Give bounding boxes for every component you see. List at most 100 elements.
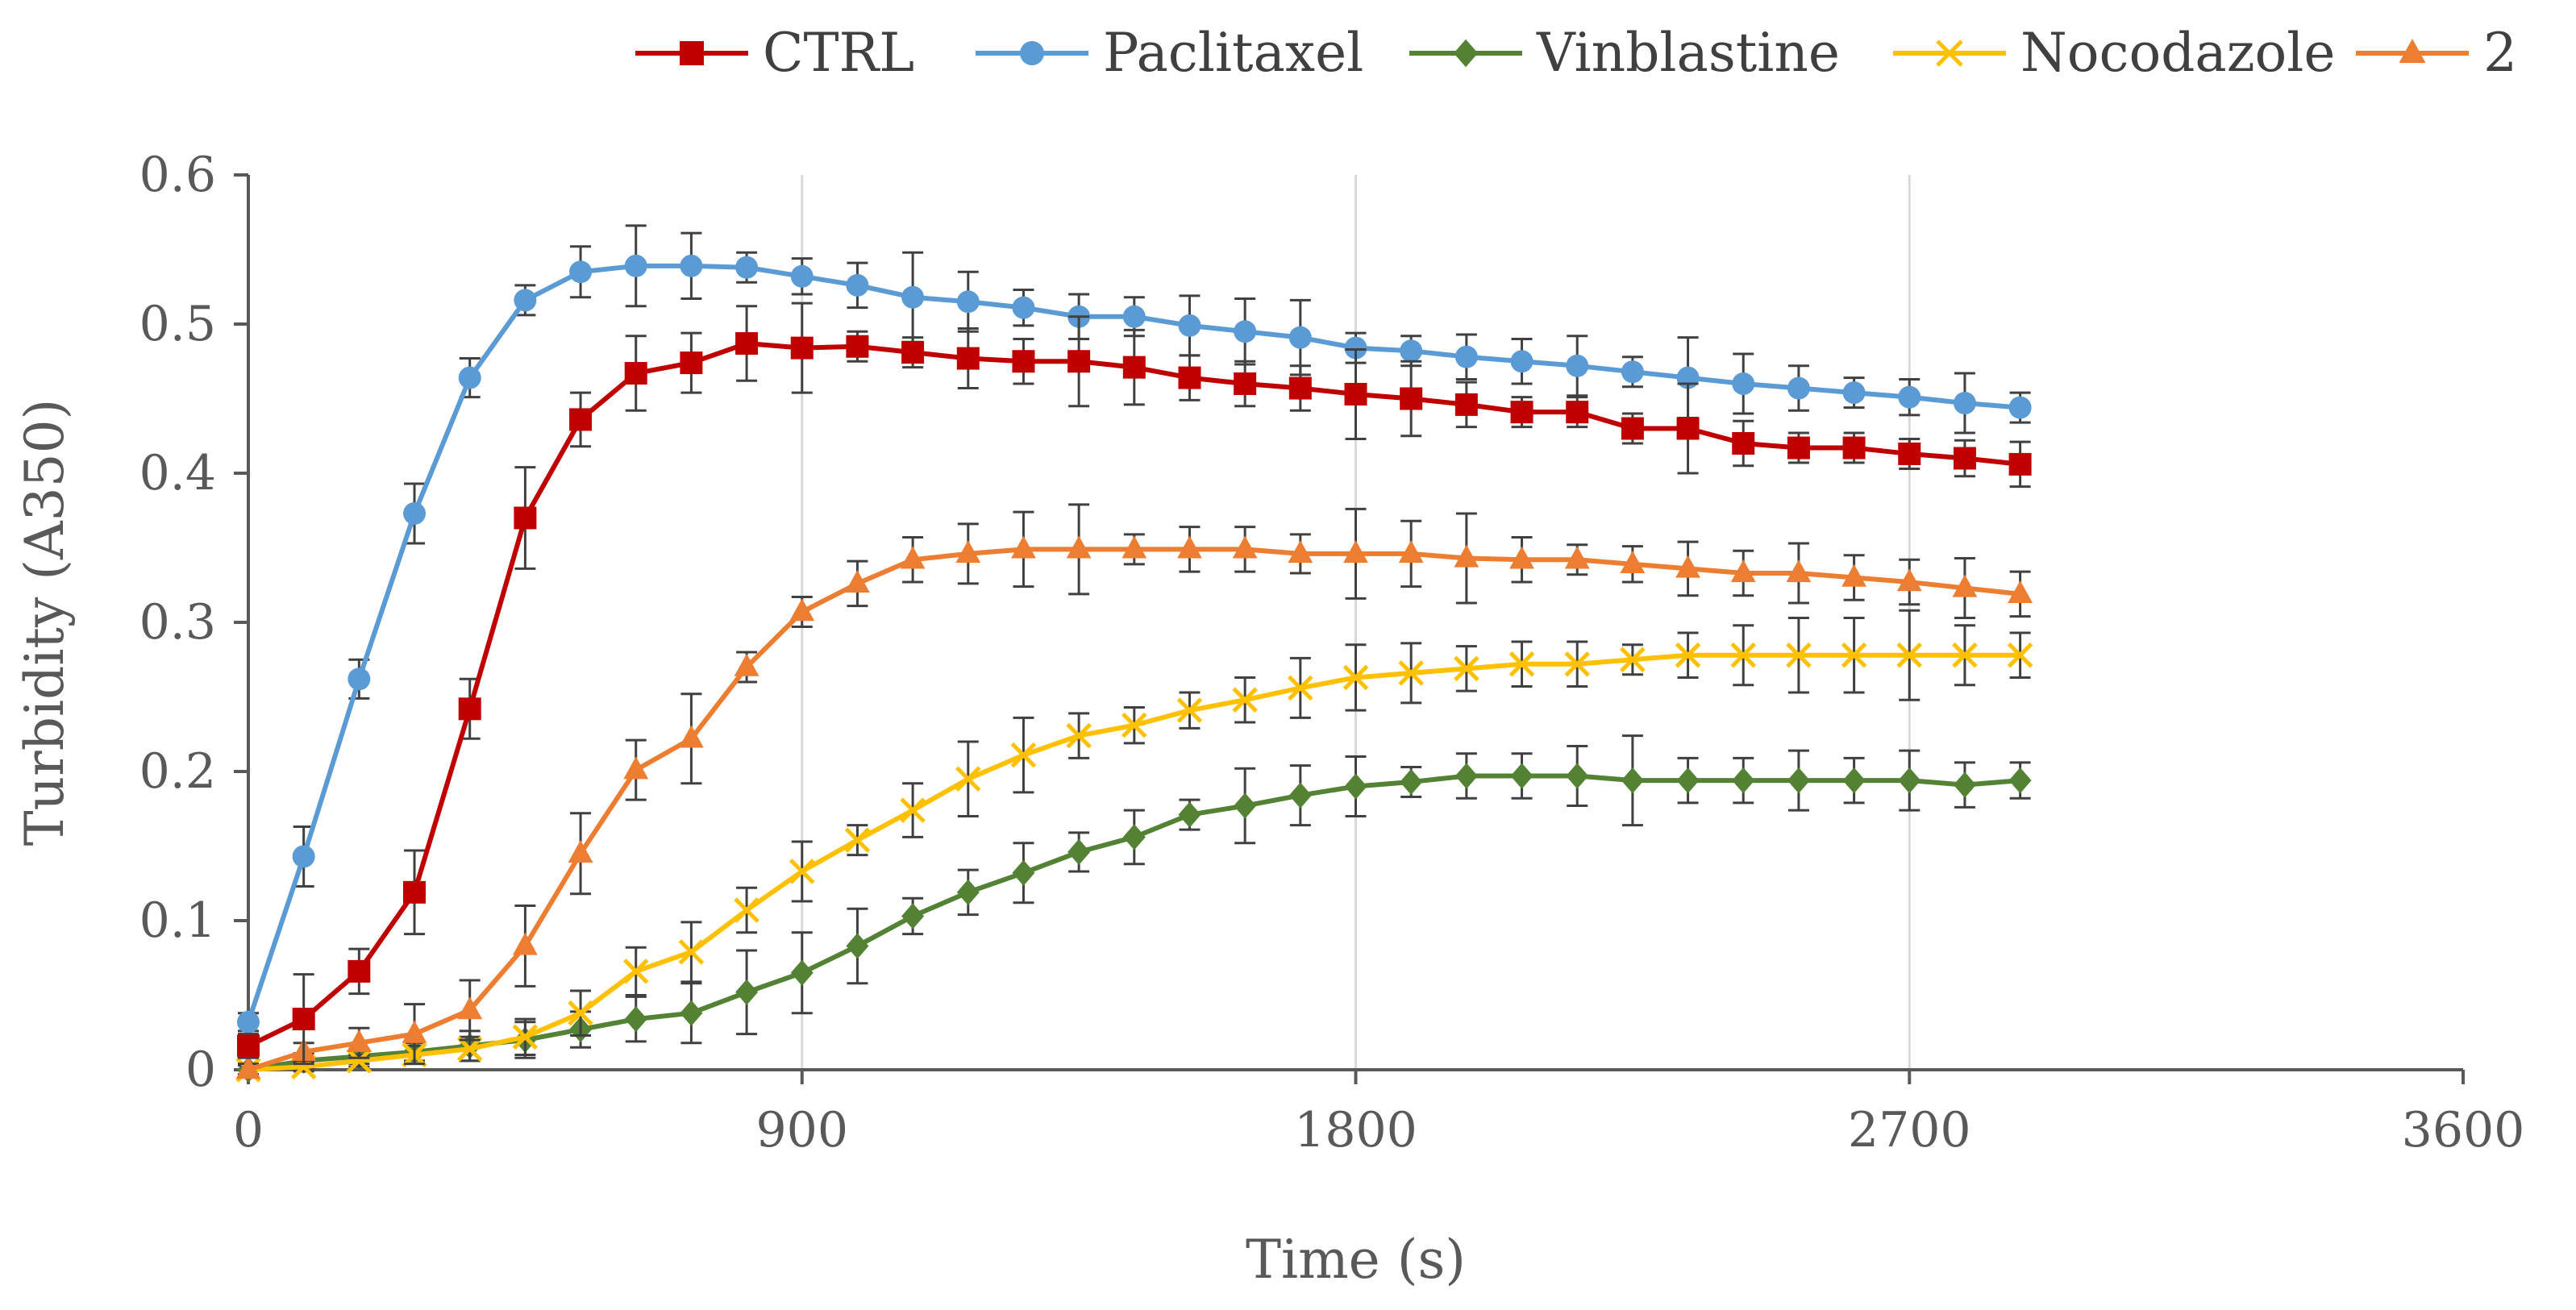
legend-label: 2	[2483, 22, 2517, 84]
series-paclitaxel	[237, 224, 2032, 1033]
data-point	[1620, 647, 1646, 673]
data-point	[1898, 442, 1921, 465]
data-point	[1786, 642, 1812, 668]
data-point	[1566, 763, 1589, 789]
data-point	[623, 756, 649, 780]
data-point	[1234, 320, 1257, 343]
data-point	[1621, 360, 1644, 384]
data-point	[1896, 568, 1922, 592]
data-point	[1566, 401, 1589, 424]
data-point	[1842, 381, 1866, 405]
data-point	[1234, 372, 1257, 395]
data-point	[1952, 642, 1978, 668]
data-point	[569, 408, 593, 431]
data-point	[1787, 376, 1810, 400]
data-point	[1066, 722, 1092, 749]
data-point	[1675, 642, 1701, 668]
data-point	[846, 273, 869, 297]
data-point	[1122, 824, 1146, 850]
data-point	[347, 667, 371, 691]
data-point	[402, 1020, 427, 1043]
data-point	[1621, 417, 1644, 440]
legend-marker	[1936, 40, 1963, 67]
data-point	[1178, 366, 1201, 389]
data-point	[1400, 387, 1423, 410]
data-point	[1234, 792, 1257, 819]
data-point	[1454, 393, 1478, 416]
data-point	[1344, 382, 1367, 405]
x-tick-label: 3600	[2402, 1102, 2525, 1158]
data-point	[1952, 574, 1978, 597]
data-point	[956, 879, 980, 905]
data-point	[680, 1000, 703, 1026]
data-point	[1898, 767, 1921, 794]
data-point	[1676, 417, 1700, 440]
series-ctrl	[237, 302, 2032, 1066]
data-point	[1620, 551, 1646, 574]
data-point	[846, 933, 869, 959]
data-point	[1178, 314, 1201, 337]
data-point	[1067, 838, 1091, 865]
data-point	[347, 959, 371, 983]
data-point	[292, 1008, 315, 1031]
data-point	[1288, 376, 1312, 400]
data-point	[1509, 546, 1534, 569]
data-point	[1621, 767, 1644, 794]
data-point	[458, 366, 481, 389]
data-point	[900, 797, 926, 823]
data-point	[1122, 305, 1146, 328]
data-point	[1732, 432, 1755, 455]
data-point	[1232, 687, 1258, 713]
data-point	[1676, 767, 1700, 794]
data-point	[1010, 742, 1037, 768]
legend-label: CTRL	[763, 22, 914, 84]
data-point	[1400, 768, 1423, 796]
data-point	[789, 859, 815, 884]
data-point	[622, 959, 649, 984]
data-point	[1400, 339, 1423, 363]
data-point	[790, 959, 814, 986]
data-point	[346, 1048, 372, 1074]
data-point	[1564, 651, 1590, 677]
data-point	[1454, 763, 1478, 789]
legend-marker	[680, 41, 704, 65]
data-point	[1454, 345, 1478, 368]
y-tick-label: 0	[185, 1042, 216, 1098]
data-point	[1510, 763, 1534, 789]
data-point	[1787, 436, 1810, 460]
x-tick-label: 1800	[1294, 1102, 1417, 1158]
data-point	[1012, 350, 1035, 373]
legend: CTRL Paclitaxel Vinblastine Nocodazole 2	[635, 22, 2517, 84]
legend-item: 2	[2356, 22, 2517, 84]
data-point	[1288, 326, 1312, 349]
data-point	[1067, 350, 1091, 373]
data-point	[1454, 544, 1479, 568]
data-point	[514, 289, 537, 312]
data-point	[568, 1000, 593, 1026]
data-point	[900, 546, 926, 569]
data-point	[1732, 767, 1755, 794]
data-point	[1842, 767, 1866, 794]
data-point	[1841, 642, 1867, 668]
data-point	[955, 540, 981, 564]
data-point	[680, 351, 703, 375]
data-point	[1953, 771, 1976, 798]
data-point	[2008, 580, 2033, 604]
data-point	[624, 362, 647, 385]
legend-item: Vinblastine	[1409, 22, 1840, 84]
data-point	[679, 725, 704, 748]
data-point	[403, 880, 427, 904]
legend-label: Paclitaxel	[1103, 22, 1363, 84]
series-vinblastine	[237, 734, 2032, 1083]
y-tick-label: 0.1	[139, 892, 216, 949]
x-axis-title: Time (s)	[1246, 1229, 1466, 1291]
data-point	[901, 285, 925, 309]
y-tick-label: 0.6	[139, 147, 216, 203]
data-point	[734, 653, 759, 676]
data-point	[790, 264, 814, 288]
data-point	[1343, 540, 1368, 564]
x-tick-label: 2700	[1848, 1102, 1971, 1158]
data-point	[1730, 642, 1756, 668]
data-point	[1510, 350, 1534, 373]
data-point	[1398, 660, 1424, 686]
